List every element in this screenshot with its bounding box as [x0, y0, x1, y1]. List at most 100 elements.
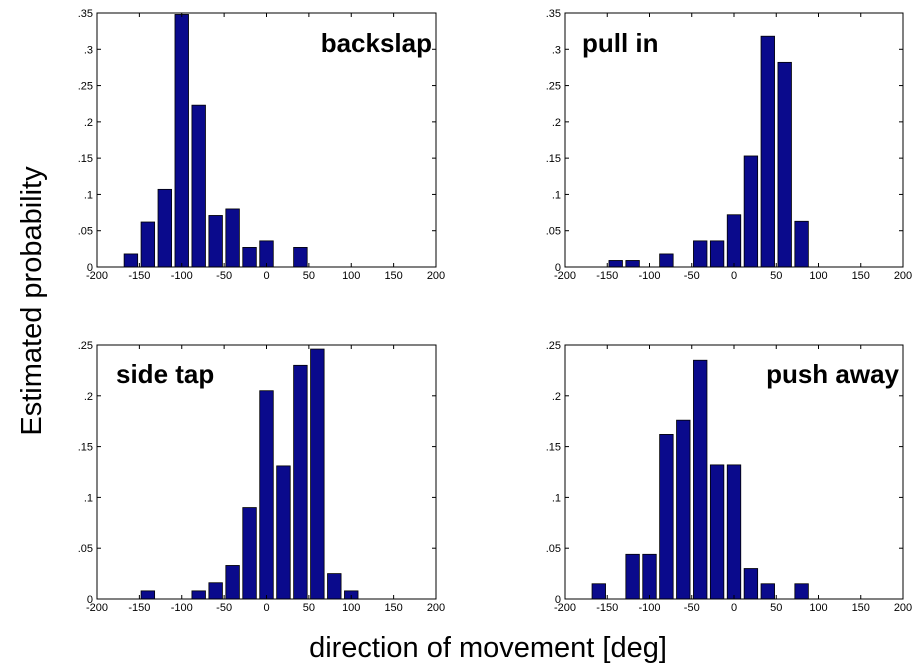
bar	[123, 253, 139, 268]
bar	[225, 565, 240, 600]
bar	[659, 434, 674, 600]
bar	[191, 104, 206, 268]
chart-panel-4: -200 -150 -100 -50 0 50 100 150 200 0 .05 .1 .15 .2 .2…	[546, 340, 912, 614]
panel-title: pull in	[582, 28, 659, 58]
bar	[310, 348, 325, 600]
y-tick-label: .25	[78, 340, 93, 352]
bar	[157, 188, 172, 268]
bar	[659, 253, 674, 268]
x-tick-label: 200	[894, 270, 912, 282]
x-tick-label: -150	[128, 602, 150, 614]
bar	[174, 14, 189, 268]
y-tick-label: .05	[546, 226, 561, 238]
x-tick-label: 150	[852, 602, 870, 614]
bar	[794, 583, 809, 600]
bar	[225, 208, 240, 268]
bar	[293, 364, 308, 600]
y-tick-label: .1	[84, 189, 93, 201]
bar	[709, 464, 725, 600]
y-tick-label: .15	[78, 153, 93, 165]
y-tick-label: .05	[78, 226, 93, 238]
x-tick-label: 50	[303, 602, 315, 614]
y-tick-label: .3	[552, 44, 561, 56]
x-tick-label: 0	[731, 270, 737, 282]
bar	[140, 590, 156, 600]
bar	[709, 240, 725, 268]
x-tick-label: -100	[171, 602, 193, 614]
x-tick-label: -200	[554, 270, 576, 282]
chart-panel-2: -200 -150 -100 -50 0 50 100 150 200 0 .05 .1 .15 .2 .2…	[546, 8, 912, 282]
y-tick-label: 0	[87, 594, 93, 606]
y-tick-label: 0	[555, 262, 561, 274]
x-tick-label: 150	[384, 602, 402, 614]
y-tick-label: .3	[84, 44, 93, 56]
y-tick-label: .05	[546, 543, 561, 555]
y-tick-label: .25	[546, 81, 561, 93]
y-tick-label: .1	[552, 189, 561, 201]
y-tick-label: .25	[78, 81, 93, 93]
bar	[726, 214, 742, 268]
panel-title: side tap	[116, 359, 214, 389]
x-tick-label: 50	[770, 270, 782, 282]
x-tick-label: -200	[554, 602, 576, 614]
figure-xlabel: direction of movement [deg]	[309, 632, 667, 664]
x-tick-label: -150	[596, 270, 618, 282]
y-tick-label: .25	[546, 340, 561, 352]
panel-title: push away	[766, 359, 899, 389]
x-tick-label: -50	[216, 602, 232, 614]
x-tick-label: 100	[809, 270, 827, 282]
bar	[760, 35, 775, 268]
bar	[293, 247, 308, 268]
bar	[242, 247, 257, 268]
x-tick-label: 200	[427, 270, 445, 282]
y-tick-label: 0	[87, 262, 93, 274]
x-tick-label: 0	[263, 602, 269, 614]
chart-panels: -200 -150 -100 -50 0 50 100 150 200 0 .05 .1 .15 .2 .2…	[78, 8, 912, 614]
x-tick-label: 0	[731, 602, 737, 614]
x-tick-label: 150	[384, 270, 402, 282]
bar	[760, 583, 775, 600]
y-tick-label: .1	[84, 492, 93, 504]
y-tick-label: .15	[78, 442, 93, 454]
bar	[242, 507, 257, 600]
x-tick-label: 200	[894, 602, 912, 614]
x-tick-label: -50	[684, 602, 700, 614]
bar	[327, 573, 342, 600]
x-tick-label: 100	[342, 602, 360, 614]
bar	[208, 215, 223, 268]
bar	[625, 260, 640, 268]
y-tick-label: .2	[84, 391, 93, 403]
bar	[777, 61, 792, 268]
x-tick-label: -100	[171, 270, 193, 282]
bar	[608, 260, 623, 268]
bar	[743, 155, 759, 268]
x-tick-label: -50	[684, 270, 700, 282]
x-tick-label: -100	[638, 602, 660, 614]
bar	[191, 590, 206, 600]
figure-ylabel: Estimated probability	[16, 166, 48, 436]
bar	[676, 419, 691, 600]
x-tick-label: -50	[216, 270, 232, 282]
x-tick-label: -200	[86, 270, 108, 282]
x-tick-label: -150	[128, 270, 150, 282]
bar	[642, 553, 657, 600]
bar	[794, 220, 809, 268]
chart-panel-3: -200 -150 -100 -50 0 50 100 150 200 0 .05 .1 .15 .2 .2…	[78, 340, 445, 614]
y-tick-label: .05	[78, 543, 93, 555]
y-tick-label: .1	[552, 492, 561, 504]
x-tick-label: 0	[263, 270, 269, 282]
y-tick-label: .2	[84, 117, 93, 129]
x-tick-label: -100	[638, 270, 660, 282]
bar	[591, 583, 606, 600]
bar	[693, 359, 708, 600]
bar	[259, 390, 274, 600]
bar	[140, 221, 156, 268]
x-tick-label: -150	[596, 602, 618, 614]
y-tick-label: .2	[552, 391, 561, 403]
bar	[208, 582, 223, 600]
x-tick-label: 200	[427, 602, 445, 614]
bar	[726, 464, 742, 600]
y-tick-label: .35	[546, 8, 561, 20]
x-tick-label: 50	[303, 270, 315, 282]
